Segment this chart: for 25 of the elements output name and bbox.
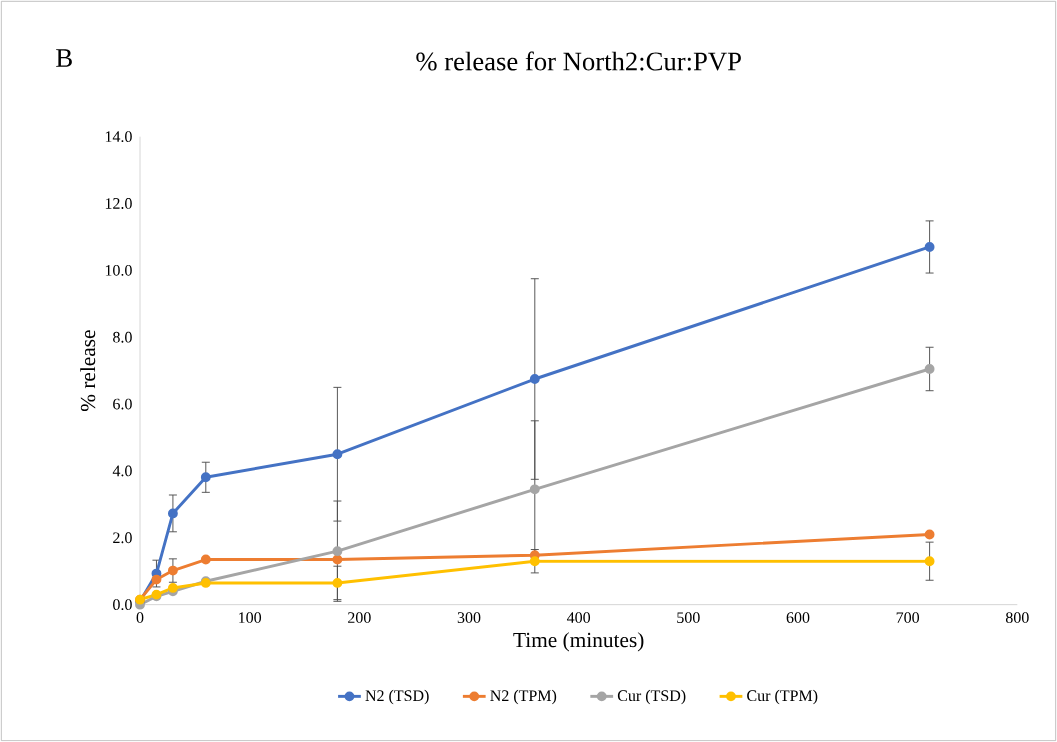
y-tick-label: 12.0 <box>105 198 132 209</box>
x-tick-label: 400 <box>566 612 591 623</box>
text: B <box>56 49 72 67</box>
y-tick-label: 2.0 <box>113 532 132 544</box>
x-tick-label: 100 <box>239 612 262 623</box>
chart-title: % release for North2:Cur:PVP <box>416 51 741 71</box>
x-axis-title: Time (minutes) <box>513 632 644 652</box>
x-tick-label: 800 <box>1005 612 1029 623</box>
y-tick-label: 14.0 <box>105 131 132 143</box>
y-tick-label: 10.0 <box>105 264 132 276</box>
y-tick-label: 6.0 <box>113 398 132 410</box>
legend-label: Cur (TSD) <box>617 689 686 705</box>
legend-label: Cur (TPM) <box>747 689 818 705</box>
y-tick-label: 0.0 <box>113 599 132 611</box>
y-axis-title: % release <box>80 330 96 412</box>
y-tick-label: 8.0 <box>113 331 132 343</box>
y-tick-label: 4.0 <box>112 465 132 477</box>
x-tick-label: 500 <box>677 612 700 623</box>
legend-label: N2 (TSD) <box>365 689 429 705</box>
x-tick-label: 200 <box>348 612 371 623</box>
x-tick-label: 700 <box>896 612 920 623</box>
legend-label: N2 (TPM) <box>490 689 557 705</box>
x-tick-label: 600 <box>786 612 810 623</box>
x-tick-label: 300 <box>457 612 481 623</box>
x-tick-label: 0 <box>136 612 144 623</box>
